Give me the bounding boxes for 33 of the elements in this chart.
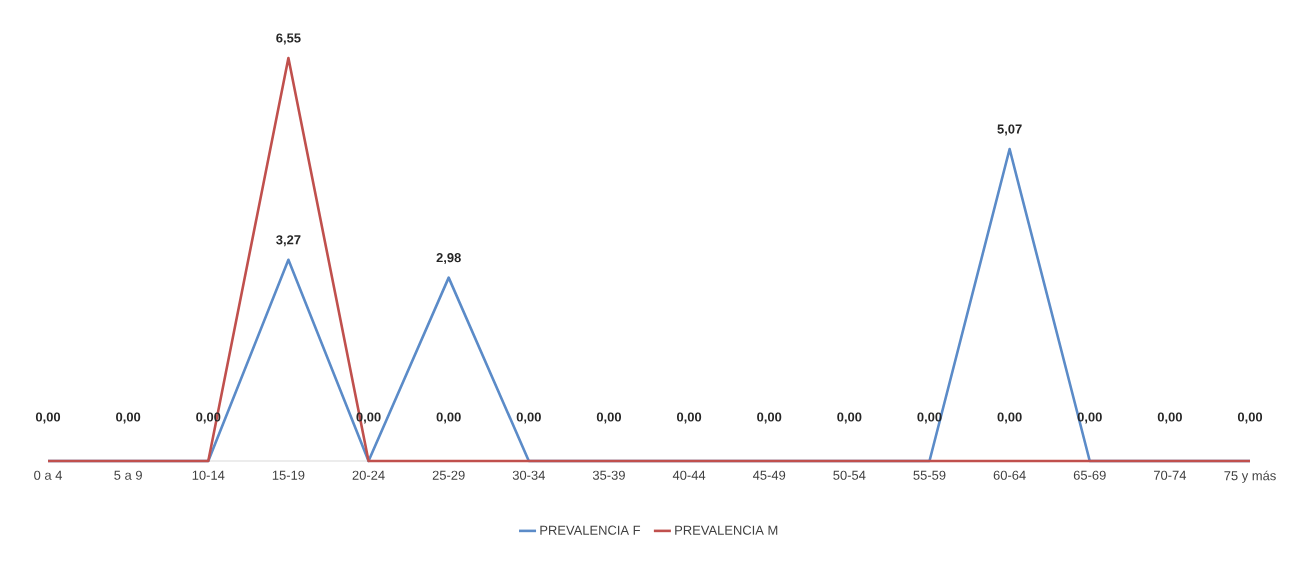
data-label: 5,07 [997, 124, 1022, 136]
x-tick-label: 15-19 [272, 470, 305, 480]
x-tick-label: 50-54 [833, 470, 866, 480]
legend-label: PREVALENCIA M [675, 525, 778, 535]
data-label: 0,00 [596, 412, 622, 424]
data-label: 0,00 [1157, 412, 1182, 424]
x-tick-label: 65-69 [1073, 470, 1106, 480]
data-label: 0,00 [436, 412, 461, 424]
legend-label: PREVALENCIA F [540, 525, 641, 535]
x-tick-label: 0 a 4 [34, 470, 63, 480]
x-tick-label: 45-49 [752, 470, 786, 480]
x-tick-label: 5 a 9 [114, 470, 142, 480]
data-label: 0,00 [837, 412, 862, 424]
data-label: 0,00 [35, 412, 61, 424]
data-label: 0,00 [516, 412, 541, 424]
x-tick-label: 55-59 [913, 470, 946, 480]
data-label: 0,00 [757, 412, 782, 424]
data-label: 0,00 [1237, 412, 1263, 424]
x-tick-label: 75 y más [1224, 470, 1276, 483]
data-label: 0,00 [997, 412, 1022, 424]
data-label: 6,55 [276, 33, 301, 45]
x-tick-label: 30-34 [512, 470, 545, 480]
x-tick-label: 10-14 [192, 470, 225, 480]
x-tick-label: 25-29 [432, 470, 465, 480]
x-tick-label: 70-74 [1153, 470, 1187, 480]
x-tick-label: 20-24 [352, 470, 385, 480]
data-label: 2,98 [436, 253, 461, 265]
x-tick-label: 35-39 [592, 470, 625, 480]
data-label: 0,00 [116, 412, 141, 424]
data-label: 0,00 [676, 412, 702, 424]
x-tick-label: 40-44 [672, 470, 706, 480]
data-label: 3,27 [276, 235, 301, 247]
x-tick-label: 60-64 [993, 470, 1026, 480]
